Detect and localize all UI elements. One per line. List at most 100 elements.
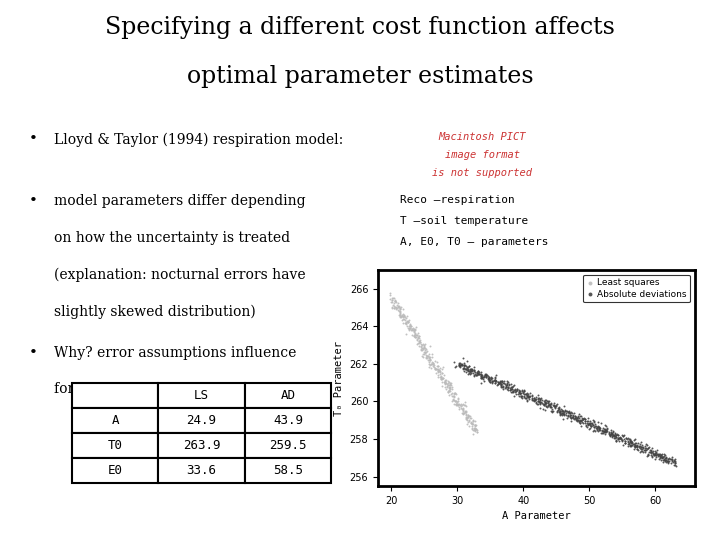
Least squares — [436, 374, 448, 383]
Absolute deviations — [604, 430, 616, 439]
Absolute deviations — [476, 370, 487, 379]
Least squares — [412, 334, 423, 342]
Absolute deviations — [667, 458, 679, 467]
Absolute deviations — [480, 369, 491, 378]
Least squares — [405, 322, 416, 330]
Absolute deviations — [556, 409, 567, 418]
Least squares — [464, 422, 475, 430]
Absolute deviations — [541, 399, 553, 407]
Absolute deviations — [500, 381, 512, 390]
Least squares — [400, 329, 412, 338]
Absolute deviations — [605, 430, 616, 438]
Least squares — [395, 313, 407, 321]
Absolute deviations — [598, 424, 610, 433]
Least squares — [434, 363, 446, 372]
Absolute deviations — [528, 397, 540, 406]
Least squares — [415, 345, 426, 353]
Absolute deviations — [480, 373, 492, 382]
Absolute deviations — [539, 400, 550, 408]
Absolute deviations — [526, 392, 538, 401]
Least squares — [413, 336, 425, 345]
Least squares — [456, 404, 468, 413]
Least squares — [408, 332, 420, 340]
Absolute deviations — [462, 366, 473, 374]
Absolute deviations — [618, 440, 629, 449]
Absolute deviations — [584, 421, 595, 430]
Absolute deviations — [639, 448, 651, 456]
Least squares — [432, 362, 444, 370]
Absolute deviations — [665, 454, 676, 463]
Least squares — [403, 315, 415, 324]
Absolute deviations — [667, 456, 678, 464]
Least squares — [436, 373, 447, 382]
Least squares — [405, 324, 416, 333]
Least squares — [403, 322, 415, 330]
Absolute deviations — [587, 415, 598, 424]
Absolute deviations — [527, 394, 539, 402]
Least squares — [464, 417, 475, 426]
Absolute deviations — [610, 430, 621, 439]
Absolute deviations — [553, 404, 564, 413]
Absolute deviations — [648, 450, 660, 458]
Absolute deviations — [557, 407, 569, 415]
Absolute deviations — [571, 413, 582, 422]
Least squares — [408, 331, 420, 340]
Text: •: • — [29, 132, 37, 146]
Absolute deviations — [508, 380, 520, 389]
Least squares — [440, 380, 451, 388]
Absolute deviations — [613, 431, 624, 440]
Absolute deviations — [588, 418, 599, 427]
Absolute deviations — [557, 409, 569, 418]
Absolute deviations — [521, 392, 533, 401]
Absolute deviations — [528, 394, 539, 403]
Absolute deviations — [662, 455, 674, 463]
Least squares — [450, 396, 462, 405]
Absolute deviations — [567, 414, 579, 422]
Absolute deviations — [528, 395, 540, 404]
Absolute deviations — [499, 379, 510, 387]
Absolute deviations — [489, 376, 500, 385]
Least squares — [393, 311, 405, 320]
Absolute deviations — [591, 426, 603, 434]
Absolute deviations — [544, 401, 556, 410]
Absolute deviations — [478, 373, 490, 382]
Absolute deviations — [521, 396, 533, 404]
Least squares — [431, 364, 443, 373]
Absolute deviations — [565, 410, 577, 419]
Absolute deviations — [464, 362, 475, 370]
Least squares — [398, 312, 410, 321]
Absolute deviations — [626, 438, 638, 447]
Absolute deviations — [454, 360, 466, 369]
Absolute deviations — [636, 447, 647, 456]
Absolute deviations — [472, 367, 483, 375]
Least squares — [392, 299, 404, 307]
Absolute deviations — [592, 422, 603, 430]
Absolute deviations — [509, 388, 521, 396]
Absolute deviations — [554, 411, 566, 420]
Least squares — [440, 376, 451, 384]
Least squares — [460, 410, 472, 419]
Absolute deviations — [495, 381, 507, 389]
Least squares — [412, 335, 423, 344]
Absolute deviations — [582, 417, 594, 426]
Least squares — [403, 325, 415, 334]
Least squares — [395, 311, 406, 320]
Least squares — [392, 303, 403, 312]
Absolute deviations — [553, 408, 564, 416]
Least squares — [397, 312, 409, 320]
Least squares — [420, 353, 432, 361]
Absolute deviations — [670, 455, 681, 463]
Absolute deviations — [649, 450, 660, 459]
Absolute deviations — [459, 362, 470, 370]
Absolute deviations — [623, 437, 634, 445]
Least squares — [389, 299, 400, 307]
Absolute deviations — [629, 442, 640, 451]
Least squares — [434, 367, 446, 375]
Absolute deviations — [606, 428, 617, 436]
Least squares — [397, 310, 409, 319]
Absolute deviations — [575, 418, 586, 427]
Text: Why? error assumptions influence: Why? error assumptions influence — [54, 346, 297, 360]
Absolute deviations — [534, 404, 546, 413]
Least squares — [470, 421, 482, 430]
Absolute deviations — [608, 432, 619, 441]
